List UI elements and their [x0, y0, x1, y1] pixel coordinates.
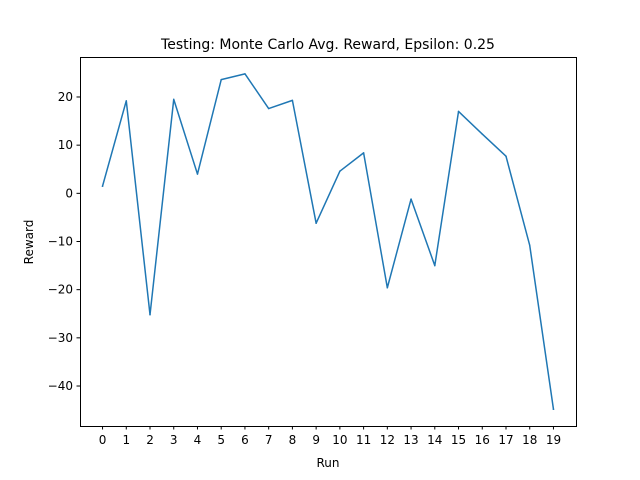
- x-tick-label: 19: [546, 433, 561, 447]
- data-point: [172, 98, 175, 101]
- data-point: [315, 222, 317, 224]
- data-point: [481, 133, 484, 135]
- y-tick-label: −40: [48, 379, 73, 393]
- data-point: [505, 155, 507, 157]
- x-axis-label: Run: [316, 456, 339, 470]
- x-tick-label: 8: [289, 433, 297, 447]
- plot-area-frame: [80, 57, 577, 427]
- x-tick-label: 1: [122, 433, 130, 447]
- x-tick-label: 5: [217, 433, 225, 447]
- y-tick-label: 10: [58, 138, 73, 152]
- data-point: [101, 185, 104, 187]
- y-tick-label: −20: [48, 283, 73, 297]
- y-axis-label: Reward: [22, 220, 36, 265]
- data-point: [267, 107, 270, 110]
- data-point: [220, 78, 222, 81]
- data-point: [528, 244, 531, 247]
- x-tick-label: 2: [146, 433, 154, 447]
- data-point: [434, 264, 436, 267]
- data-point: [362, 152, 365, 154]
- x-tick-label: 7: [265, 433, 273, 447]
- series-line: [101, 73, 555, 410]
- data-point: [149, 313, 151, 316]
- y-axis-ticks: 20 10 0 −10 −20 −30 −40: [48, 90, 80, 393]
- data-point: [457, 110, 460, 113]
- data-point: [244, 73, 246, 75]
- y-tick-label: 0: [65, 186, 73, 200]
- x-tick-label: 13: [403, 433, 418, 447]
- series-layer: [101, 73, 555, 410]
- chart-title: Testing: Monte Carlo Avg. Reward, Epsilo…: [160, 37, 495, 53]
- data-point: [410, 198, 412, 200]
- data-point: [552, 408, 555, 410]
- x-tick-label: 10: [332, 433, 347, 447]
- x-tick-label: 3: [170, 433, 178, 447]
- y-tick-label: 20: [58, 90, 73, 104]
- data-point: [291, 99, 294, 102]
- x-tick-label: 12: [380, 433, 395, 447]
- x-tick-label: 0: [99, 433, 107, 447]
- data-point: [386, 286, 389, 289]
- x-tick-label: 15: [451, 433, 466, 447]
- x-tick-label: 11: [356, 433, 371, 447]
- x-tick-label: 17: [498, 433, 513, 447]
- data-point: [125, 100, 128, 102]
- x-tick-label: 6: [241, 433, 249, 447]
- x-tick-label: 18: [522, 433, 537, 447]
- x-tick-label: 14: [427, 433, 442, 447]
- data-point: [196, 173, 199, 175]
- x-tick-label: 9: [312, 433, 320, 447]
- x-tick-label: 16: [475, 433, 490, 447]
- data-point: [339, 170, 341, 172]
- y-tick-label: −30: [48, 331, 73, 345]
- x-tick-label: 4: [194, 433, 202, 447]
- y-tick-label: −10: [48, 235, 73, 249]
